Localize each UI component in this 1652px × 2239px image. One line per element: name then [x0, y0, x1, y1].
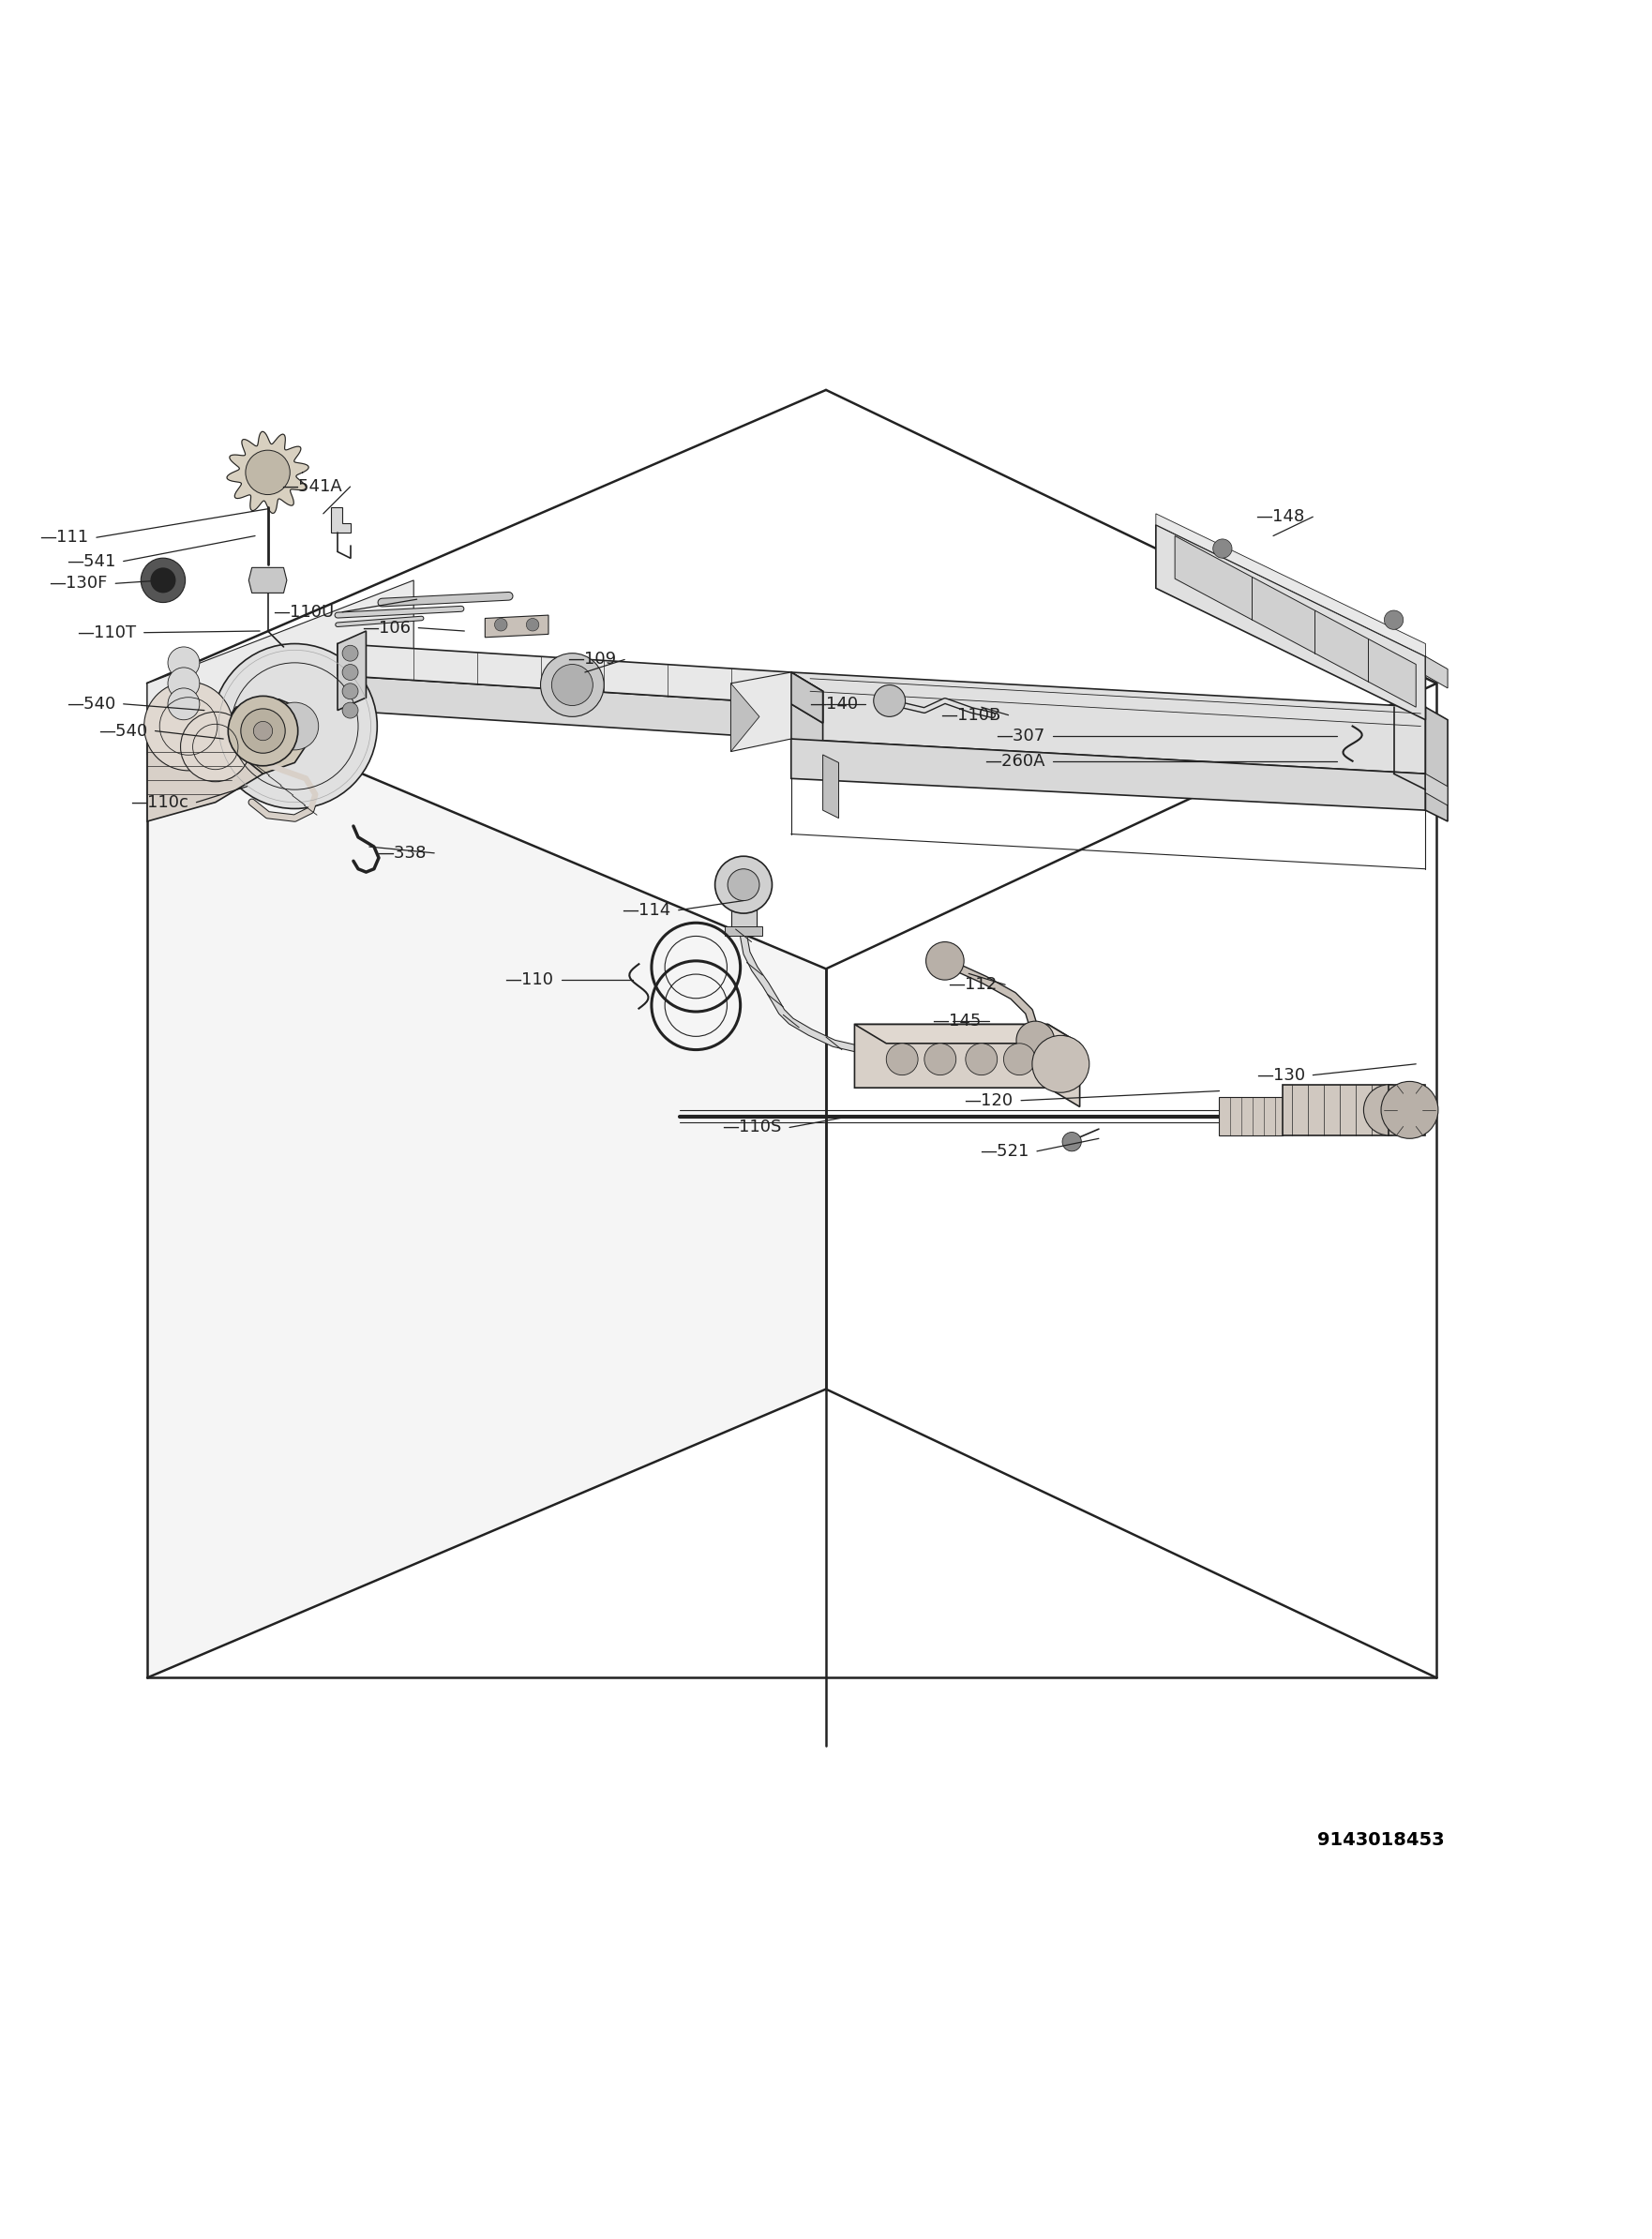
Polygon shape [1219, 1097, 1282, 1135]
Text: —110c: —110c [131, 795, 188, 811]
Circle shape [1062, 1133, 1082, 1151]
Text: —541: —541 [66, 553, 116, 569]
Circle shape [1016, 1021, 1054, 1059]
Text: —111: —111 [40, 528, 89, 546]
Circle shape [342, 665, 358, 681]
Polygon shape [1156, 513, 1426, 656]
Circle shape [925, 943, 965, 981]
Circle shape [246, 450, 291, 495]
Circle shape [169, 647, 200, 678]
Polygon shape [147, 580, 413, 755]
Circle shape [342, 683, 358, 699]
Polygon shape [854, 1023, 1080, 1043]
Text: —540: —540 [66, 696, 116, 712]
Circle shape [228, 696, 297, 766]
Text: —145: —145 [932, 1012, 981, 1030]
Polygon shape [147, 714, 263, 822]
Text: —110T: —110T [78, 625, 135, 640]
Text: —338: —338 [377, 844, 426, 862]
Circle shape [715, 855, 771, 914]
Polygon shape [147, 683, 826, 1677]
Polygon shape [330, 508, 350, 533]
Circle shape [169, 667, 200, 699]
Circle shape [885, 1043, 919, 1075]
Text: —110: —110 [504, 972, 553, 987]
Polygon shape [791, 672, 1426, 775]
Text: —106: —106 [362, 620, 410, 636]
Polygon shape [1389, 1084, 1426, 1135]
Polygon shape [791, 739, 1426, 811]
Text: —541A: —541A [281, 479, 342, 495]
Polygon shape [226, 432, 309, 513]
Polygon shape [1282, 1084, 1389, 1135]
Polygon shape [1175, 535, 1416, 708]
Circle shape [150, 566, 175, 593]
Circle shape [241, 710, 286, 752]
Circle shape [1004, 1043, 1036, 1075]
Text: —110S: —110S [722, 1120, 781, 1135]
Polygon shape [1426, 708, 1447, 822]
Polygon shape [486, 616, 548, 638]
Text: —140: —140 [809, 696, 857, 712]
Polygon shape [337, 631, 367, 710]
Circle shape [552, 665, 593, 705]
Polygon shape [337, 676, 823, 755]
Text: —130F: —130F [50, 575, 107, 591]
Polygon shape [1426, 775, 1447, 806]
Polygon shape [823, 755, 839, 817]
Circle shape [1032, 1034, 1089, 1093]
Circle shape [140, 558, 185, 602]
Polygon shape [854, 1023, 1080, 1106]
Polygon shape [791, 672, 823, 755]
Polygon shape [725, 927, 763, 936]
Circle shape [1384, 611, 1403, 629]
Text: —130: —130 [1256, 1066, 1305, 1084]
Circle shape [540, 654, 605, 716]
Circle shape [144, 681, 233, 770]
Text: —109: —109 [568, 652, 616, 667]
Circle shape [1213, 540, 1232, 558]
Circle shape [527, 618, 539, 631]
Polygon shape [337, 643, 823, 723]
Text: —110B: —110B [940, 708, 1001, 723]
Circle shape [494, 618, 507, 631]
Circle shape [965, 1043, 998, 1075]
Circle shape [342, 703, 358, 719]
Text: —307: —307 [996, 728, 1044, 743]
Circle shape [253, 721, 273, 741]
Circle shape [169, 687, 200, 719]
Polygon shape [730, 672, 791, 752]
Circle shape [180, 712, 251, 781]
Circle shape [1363, 1084, 1414, 1135]
Polygon shape [730, 683, 760, 752]
Circle shape [925, 1043, 957, 1075]
Circle shape [271, 703, 319, 750]
Circle shape [342, 645, 358, 661]
Text: 9143018453: 9143018453 [1317, 1832, 1444, 1849]
Text: —110U: —110U [273, 605, 334, 620]
Text: —260A: —260A [985, 752, 1044, 770]
Circle shape [874, 685, 905, 716]
Circle shape [211, 643, 377, 808]
Polygon shape [1156, 524, 1426, 719]
Text: —540: —540 [97, 723, 147, 739]
Circle shape [1381, 1081, 1439, 1140]
Polygon shape [249, 566, 287, 593]
Text: —112: —112 [948, 976, 998, 994]
Text: —120: —120 [965, 1093, 1013, 1108]
Text: —148: —148 [1256, 508, 1305, 526]
Polygon shape [1426, 656, 1447, 687]
Polygon shape [215, 699, 311, 775]
Text: —114: —114 [621, 902, 671, 918]
Circle shape [727, 869, 760, 900]
Text: —521: —521 [980, 1142, 1029, 1160]
Polygon shape [791, 672, 823, 723]
